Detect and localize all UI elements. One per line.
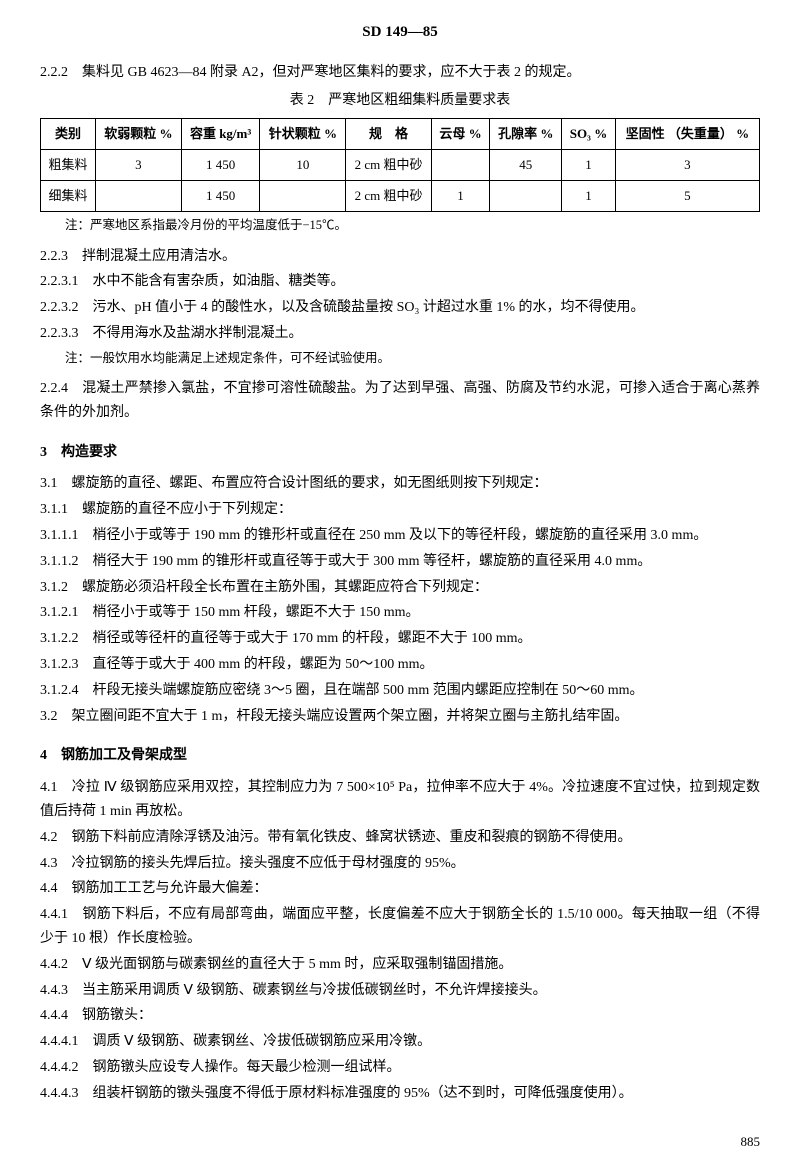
table2-note: 注：严寒地区系指最冷月份的平均温度低于−15℃。 bbox=[65, 215, 760, 236]
p-3-1-1-1: 3.1.1.1 梢径小于或等于 190 mm 的锥形杆或直径在 250 mm 及… bbox=[40, 524, 760, 548]
page-number: 885 bbox=[40, 1131, 760, 1153]
p-2-2-3: 2.2.3 拌制混凝土应用清洁水。 bbox=[40, 245, 760, 269]
p-4-4: 4.4 钢筋加工工艺与允许最大偏差： bbox=[40, 877, 760, 901]
td: 1 450 bbox=[181, 181, 260, 212]
p-3-1: 3.1 螺旋筋的直径、螺距、布置应符合设计图纸的要求，如无图纸则按下列规定： bbox=[40, 472, 760, 496]
header-code: SD 149—85 bbox=[40, 20, 760, 46]
th-needle: 针状颗粒 % bbox=[260, 119, 346, 150]
table-2: 类别 软弱颗粒 % 容重 kg/m³ 针状颗粒 % 规 格 云母 % 孔隙率 %… bbox=[40, 118, 760, 212]
td: 3 bbox=[615, 150, 759, 181]
td: 1 bbox=[562, 181, 615, 212]
td: 5 bbox=[615, 181, 759, 212]
p-4-4-3: 4.4.3 当主筋采用调质 Ⅴ 级钢筋、碳素钢丝与冷拔低碳钢丝时，不允许焊接接头… bbox=[40, 979, 760, 1003]
th-porosity: 孔隙率 % bbox=[490, 119, 562, 150]
p-3-1-2-4: 3.1.2.4 杆段无接头端螺旋筋应密绕 3～5 圈，且在端部 500 mm 范… bbox=[40, 679, 760, 703]
p-4-4-4-1: 4.4.4.1 调质 Ⅴ 级钢筋、碳素钢丝、冷拔低碳钢筋应采用冷镦。 bbox=[40, 1030, 760, 1054]
td bbox=[490, 181, 562, 212]
td: 1 bbox=[431, 181, 489, 212]
p-3-1-2-3: 3.1.2.3 直径等于或大于 400 mm 的杆段，螺距为 50～100 mm… bbox=[40, 653, 760, 677]
p-4-4-2: 4.4.2 Ⅴ 级光面钢筋与碳素钢丝的直径大于 5 mm 时，应采取强制锚固措施… bbox=[40, 953, 760, 977]
th-mica: 云母 % bbox=[431, 119, 489, 150]
td bbox=[95, 181, 181, 212]
p-2-2-4: 2.2.4 混凝土严禁掺入氯盐，不宜掺可溶性硫酸盐。为了达到早强、高强、防腐及节… bbox=[40, 377, 760, 425]
table-header-row: 类别 软弱颗粒 % 容重 kg/m³ 针状颗粒 % 规 格 云母 % 孔隙率 %… bbox=[41, 119, 760, 150]
p-2-2-2: 2.2.2 集料见 GB 4623—84 附录 A2，但对严寒地区集料的要求，应… bbox=[40, 61, 760, 85]
p-2-2-3-3: 2.2.3.3 不得用海水及盐湖水拌制混凝土。 bbox=[40, 322, 760, 346]
p-3-1-2-2: 3.1.2.2 梢径或等径杆的直径等于或大于 170 mm 的杆段，螺距不大于 … bbox=[40, 627, 760, 651]
p-3-1-1-2: 3.1.1.2 梢径大于 190 mm 的锥形杆或直径等于或大于 300 mm … bbox=[40, 550, 760, 574]
td: 2 cm 粗中砂 bbox=[346, 181, 431, 212]
p-4-3: 4.3 冷拉钢筋的接头先焊后拉。接头强度不应低于母材强度的 95%。 bbox=[40, 852, 760, 876]
table2-caption: 表 2 严寒地区粗细集料质量要求表 bbox=[40, 89, 760, 113]
note-2-2-3: 注：一般饮用水均能满足上述规定条件，可不经试验使用。 bbox=[65, 348, 760, 369]
th-spec: 规 格 bbox=[346, 119, 431, 150]
section-3-heading: 3 构造要求 bbox=[40, 441, 760, 465]
td: 45 bbox=[490, 150, 562, 181]
p-3-1-2-1: 3.1.2.1 梢径小于或等于 150 mm 杆段，螺距不大于 150 mm。 bbox=[40, 601, 760, 625]
td: 细集料 bbox=[41, 181, 96, 212]
p-3-1-2: 3.1.2 螺旋筋必须沿杆段全长布置在主筋外围，其螺距应符合下列规定： bbox=[40, 576, 760, 600]
p-4-4-4-2: 4.4.4.2 钢筋镦头应设专人操作。每天最少检测一组试样。 bbox=[40, 1056, 760, 1080]
table-row: 粗集料 3 1 450 10 2 cm 粗中砂 45 1 3 bbox=[41, 150, 760, 181]
td: 1 450 bbox=[181, 150, 260, 181]
p-3-2: 3.2 架立圈间距不宜大于 1 m，杆段无接头端应设置两个架立圈，并将架立圈与主… bbox=[40, 705, 760, 729]
td bbox=[431, 150, 489, 181]
th-firmness: 坚固性 （失重量） % bbox=[615, 119, 759, 150]
p-4-4-4: 4.4.4 钢筋镦头： bbox=[40, 1004, 760, 1028]
th-so3: SO₃ % bbox=[562, 119, 615, 150]
td: 10 bbox=[260, 150, 346, 181]
th-soft: 软弱颗粒 % bbox=[95, 119, 181, 150]
p-2-2-3-1: 2.2.3.1 水中不能含有害杂质，如油脂、糖类等。 bbox=[40, 270, 760, 294]
p-4-4-1: 4.4.1 钢筋下料后，不应有局部弯曲，端面应平整，长度偏差不应大于钢筋全长的 … bbox=[40, 903, 760, 951]
p-4-2: 4.2 钢筋下料前应清除浮锈及油污。带有氧化铁皮、蜂窝状锈迹、重皮和裂痕的钢筋不… bbox=[40, 826, 760, 850]
td: 1 bbox=[562, 150, 615, 181]
th-density: 容重 kg/m³ bbox=[181, 119, 260, 150]
p-3-1-1: 3.1.1 螺旋筋的直径不应小于下列规定： bbox=[40, 498, 760, 522]
th-category: 类别 bbox=[41, 119, 96, 150]
td bbox=[260, 181, 346, 212]
p-4-1: 4.1 冷拉 Ⅳ 级钢筋应采用双控，其控制应力为 7 500×10⁵ Pa，拉伸… bbox=[40, 776, 760, 824]
p-4-4-4-3: 4.4.4.3 组装杆钢筋的镦头强度不得低于原材料标准强度的 95%（达不到时，… bbox=[40, 1082, 760, 1106]
table-row: 细集料 1 450 2 cm 粗中砂 1 1 5 bbox=[41, 181, 760, 212]
td: 粗集料 bbox=[41, 150, 96, 181]
section-4-heading: 4 钢筋加工及骨架成型 bbox=[40, 744, 760, 768]
td: 3 bbox=[95, 150, 181, 181]
td: 2 cm 粗中砂 bbox=[346, 150, 431, 181]
p-2-2-3-2: 2.2.3.2 污水、pH 值小于 4 的酸性水，以及含硫酸盐量按 SO₃ 计超… bbox=[40, 296, 760, 320]
